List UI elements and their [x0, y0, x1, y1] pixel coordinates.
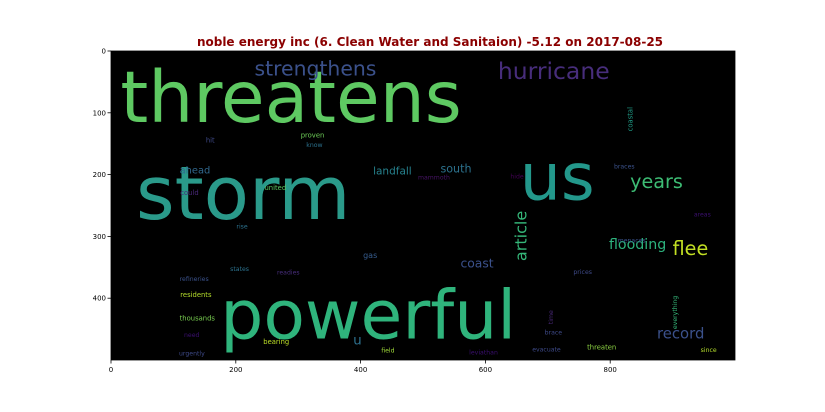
word-u: u: [353, 333, 362, 349]
word-flooding: flooding: [609, 237, 666, 253]
word-ahead: ahead: [180, 165, 211, 176]
word-hurricane: hurricane: [498, 57, 610, 85]
word-storm: storm: [136, 151, 351, 237]
word-coast: coast: [460, 256, 493, 270]
word-united: united: [265, 184, 287, 192]
y-tick-label: 0: [102, 48, 106, 56]
word-brace: brace: [545, 330, 563, 337]
word-everything: everything: [672, 296, 679, 329]
word-menaces: menaces: [618, 238, 646, 245]
axes: 0 200 400 600 800 0 100 200 300 400: [93, 48, 736, 374]
y-tick-label: 200: [93, 171, 106, 179]
word-states: states: [230, 266, 249, 273]
x-tick-label: 600: [479, 366, 492, 374]
word-time: time: [548, 310, 555, 324]
word-rise: rise: [236, 223, 247, 230]
word-residents: residents: [180, 291, 212, 299]
word-threatens: threatens: [120, 56, 461, 139]
word-areas: areas: [694, 212, 711, 219]
word-since: since: [701, 347, 717, 354]
word-record: record: [657, 325, 704, 342]
word-years: years: [630, 170, 683, 193]
word-prices: prices: [573, 269, 592, 276]
x-tick-label: 800: [604, 366, 617, 374]
word-hide: hide: [510, 173, 524, 180]
y-tick-label: 300: [93, 233, 106, 241]
word-us: us: [520, 140, 595, 215]
word-hit: hit: [206, 136, 215, 144]
word-could: could: [180, 189, 198, 197]
word-readies: readies: [277, 270, 300, 277]
x-tick-label: 0: [109, 366, 113, 374]
word-evacuate: evacuate: [532, 346, 561, 353]
word-threaten: threaten: [587, 343, 616, 351]
plot-frame: [110, 50, 736, 361]
word-braces: braces: [614, 163, 635, 170]
word-need: need: [184, 332, 200, 339]
word-field: field: [381, 348, 394, 355]
y-tick-label: 400: [93, 295, 106, 303]
x-tick-label: 200: [229, 366, 242, 374]
word-urgently: urgently: [179, 351, 205, 358]
word-landfall: landfall: [373, 166, 412, 178]
word-flee: flee: [673, 237, 709, 260]
word-thousands: thousands: [180, 314, 216, 322]
word-leviathan: leviathan: [469, 349, 498, 356]
x-tick-label: 400: [354, 366, 367, 374]
word-coastal: coastal: [627, 107, 635, 131]
word-strengthens: strengthens: [255, 57, 377, 81]
plot-background: [111, 51, 735, 360]
word-powerful: powerful: [220, 276, 516, 355]
word-refineries: refineries: [180, 276, 209, 283]
y-tick-label: 100: [93, 109, 106, 117]
word-mammoth: mammoth: [418, 175, 450, 182]
word-know: know: [306, 142, 322, 149]
word-bearing: bearing: [263, 338, 289, 346]
word-south: south: [440, 163, 471, 176]
word-gas: gas: [363, 251, 377, 260]
word-article: article: [512, 211, 531, 262]
word-proven: proven: [301, 132, 325, 140]
chart-title: noble energy inc (6. Clean Water and San…: [197, 35, 663, 49]
